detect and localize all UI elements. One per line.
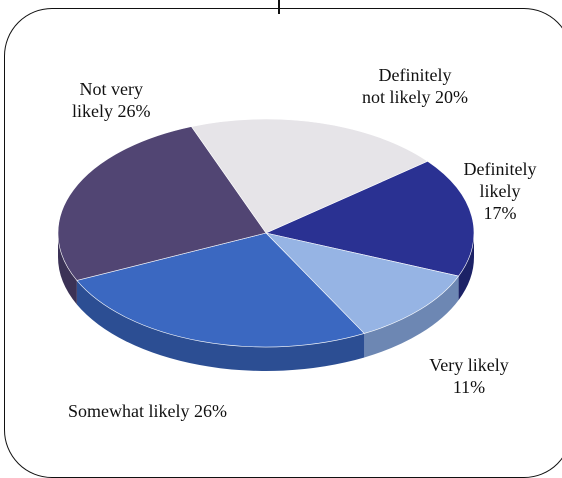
- slice-side-definitely-likely: [458, 233, 474, 301]
- slice-definitely-not-likely: [190, 118, 429, 234]
- slice-very-likely: [265, 232, 460, 334]
- label-very-likely: Very likely 11%: [429, 355, 509, 397]
- label-definitely-not-likely: Definitely not likely 20%: [362, 65, 468, 107]
- slice-side-very-likely: [364, 276, 459, 358]
- slice-not-very-likely: [57, 126, 267, 281]
- label-definitely-likely: Definitely likely 17%: [463, 159, 537, 223]
- slice-side-not-very-likely: [58, 233, 77, 305]
- label-not-very-likely: Not very likely 26%: [72, 79, 151, 121]
- slice-side-somewhat-likely: [76, 280, 365, 371]
- label-somewhat-likely: Somewhat likely 26%: [68, 401, 227, 421]
- top-divider: [278, 0, 280, 14]
- slice-somewhat-likely: [76, 232, 365, 348]
- slice-definitely-likely: [265, 160, 475, 277]
